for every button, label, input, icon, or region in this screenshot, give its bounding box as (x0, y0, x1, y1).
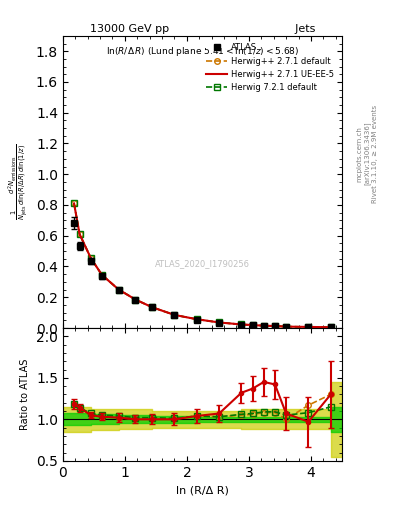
X-axis label: ln (R/Δ R): ln (R/Δ R) (176, 485, 229, 495)
Text: ATLAS_2020_I1790256: ATLAS_2020_I1790256 (155, 259, 250, 268)
Y-axis label: $\frac{1}{N_\mathrm{jets}}\frac{d^2 N_\mathrm{emissions}}{d\ln(R/\Delta R)\,d\ln: $\frac{1}{N_\mathrm{jets}}\frac{d^2 N_\m… (7, 143, 30, 220)
Title: 13000 GeV pp                                    Jets: 13000 GeV pp Jets (90, 24, 315, 34)
Text: [arXiv:1306.3436]: [arXiv:1306.3436] (364, 122, 371, 185)
Legend: ATLAS, Herwig++ 2.7.1 default, Herwig++ 2.7.1 UE-EE-5, Herwig 7.2.1 default: ATLAS, Herwig++ 2.7.1 default, Herwig++ … (203, 40, 338, 95)
Text: $\ln(R/\Delta\,R)$ (Lund plane 5.41$<\ln(1/z)<$5.68): $\ln(R/\Delta\,R)$ (Lund plane 5.41$<\ln… (106, 45, 299, 58)
Text: mcplots.cern.ch: mcplots.cern.ch (356, 125, 363, 182)
Text: Rivet 3.1.10, ≥ 2.9M events: Rivet 3.1.10, ≥ 2.9M events (372, 104, 378, 203)
Y-axis label: Ratio to ATLAS: Ratio to ATLAS (20, 359, 31, 430)
